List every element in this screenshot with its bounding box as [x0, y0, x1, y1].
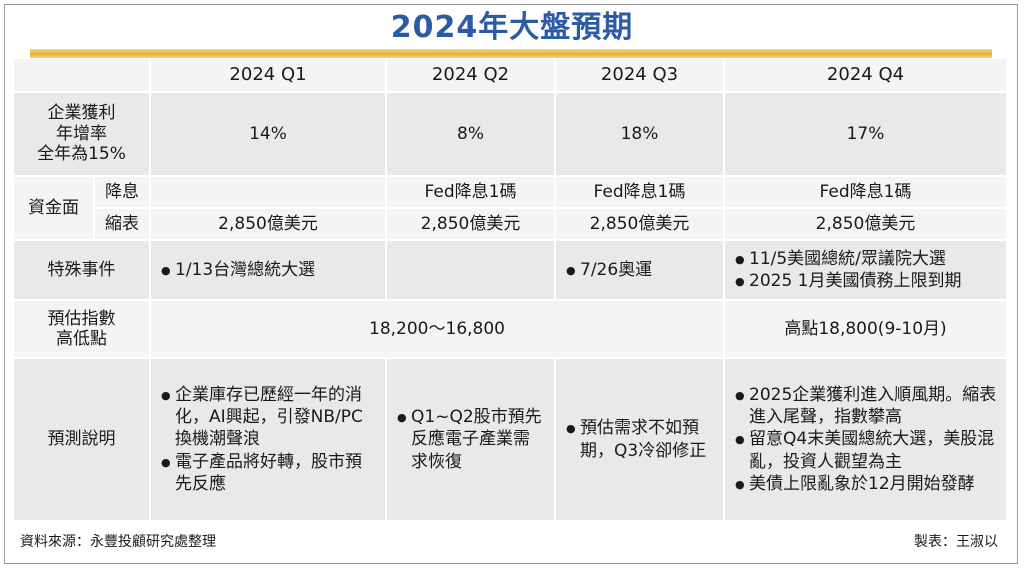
- title-underline: [30, 49, 992, 58]
- funds-label: 資金面: [14, 176, 95, 241]
- list-item: 美債上限亂象於12月開始發酵: [735, 473, 998, 497]
- qt-q1: 2,850億美元: [150, 208, 387, 241]
- list-item: Q1~Q2股市預先反應電子產業需求恢復: [397, 406, 546, 472]
- list-item: 預估需求不如預期，Q3冷卻修正: [566, 417, 715, 461]
- author-note: 製表：王淑以: [914, 534, 998, 550]
- index-label: 預估指數 高低點: [14, 300, 151, 359]
- qt-row: 縮表 2,850億美元 2,850億美元 2,850億美元 2,850億美元: [14, 208, 1008, 241]
- profit-q4: 17%: [724, 92, 1008, 177]
- index-q1-q3: 18,200～16,800: [150, 300, 725, 359]
- forecast-label: 預測說明: [14, 358, 151, 522]
- forecast-q2: Q1~Q2股市預先反應電子產業需求恢復: [386, 358, 556, 522]
- index-row: 預估指數 高低點 18,200～16,800 高點18,800(9-10月): [14, 300, 1008, 359]
- events-row: 特殊事件 1/13台灣總統大選 7/26奧運 11/5美國總統/眾議院大選 20…: [14, 240, 1008, 301]
- profit-q3: 18%: [555, 92, 725, 177]
- events-q1: 1/13台灣總統大選: [150, 240, 387, 301]
- forecast-table: 2024 Q1 2024 Q2 2024 Q3 2024 Q4 企業獲利 年增率…: [14, 59, 1008, 522]
- profit-row: 企業獲利 年增率 全年為15% 14% 8% 18% 17%: [14, 92, 1008, 177]
- list-item: 11/5美國總統/眾議院大選: [735, 248, 1006, 272]
- profit-q2: 8%: [386, 92, 556, 177]
- header-corner: [14, 59, 151, 93]
- rate-cut-q2: Fed降息1碼: [386, 176, 556, 209]
- events-q3: 7/26奧運: [555, 240, 725, 301]
- list-item: 7/26奧運: [566, 259, 723, 283]
- source-note: 資料來源：永豐投顧研究處整理: [20, 534, 216, 550]
- qt-q4: 2,850億美元: [724, 208, 1008, 241]
- profit-label: 企業獲利 年增率 全年為15%: [14, 92, 151, 177]
- list-item: 電子產品將好轉，股市預先反應: [161, 451, 371, 495]
- forecast-q4: 2025企業獲利進入順風期。縮表進入尾聲，指數攀高 留意Q4末美國總統大選，美股…: [724, 358, 1008, 522]
- qt-q3: 2,850億美元: [555, 208, 725, 241]
- events-q2: [386, 240, 556, 301]
- index-q4: 高點18,800(9-10月): [724, 300, 1008, 359]
- rate-cut-label: 降息: [94, 176, 151, 209]
- header-q1: 2024 Q1: [150, 59, 387, 93]
- list-item: 留意Q4末美國總統大選，美股混亂，投資人觀望為主: [735, 428, 998, 472]
- list-item: 1/13台灣總統大選: [161, 259, 385, 283]
- events-label: 特殊事件: [14, 240, 151, 301]
- header-row: 2024 Q1 2024 Q2 2024 Q3 2024 Q4: [14, 59, 1008, 93]
- list-item: 2025 1月美國債務上限到期: [735, 270, 1006, 294]
- page-title: 2024年大盤預期: [390, 10, 634, 45]
- forecast-q3: 預估需求不如預期，Q3冷卻修正: [555, 358, 725, 522]
- header-q2: 2024 Q2: [386, 59, 556, 93]
- rate-cut-q3: Fed降息1碼: [555, 176, 725, 209]
- rate-cut-row: 資金面 降息 Fed降息1碼 Fed降息1碼 Fed降息1碼: [14, 176, 1008, 241]
- list-item: 2025企業獲利進入順風期。縮表進入尾聲，指數攀高: [735, 384, 998, 428]
- list-item: 企業庫存已歷經一年的消化，AI興起，引發NB/PC換機潮聲浪: [161, 384, 371, 450]
- header-q3: 2024 Q3: [555, 59, 725, 93]
- rate-cut-q1: [150, 176, 387, 209]
- qt-q2: 2,850億美元: [386, 208, 556, 241]
- qt-label: 縮表: [94, 208, 151, 241]
- profit-q1: 14%: [150, 92, 387, 177]
- table-frame: [4, 4, 1018, 564]
- events-q4: 11/5美國總統/眾議院大選 2025 1月美國債務上限到期: [724, 240, 1008, 301]
- forecast-row: 預測說明 企業庫存已歷經一年的消化，AI興起，引發NB/PC換機潮聲浪 電子產品…: [14, 358, 1008, 522]
- rate-cut-q4: Fed降息1碼: [724, 176, 1008, 209]
- header-q4: 2024 Q4: [724, 59, 1008, 93]
- forecast-q1: 企業庫存已歷經一年的消化，AI興起，引發NB/PC換機潮聲浪 電子產品將好轉，股…: [150, 358, 387, 522]
